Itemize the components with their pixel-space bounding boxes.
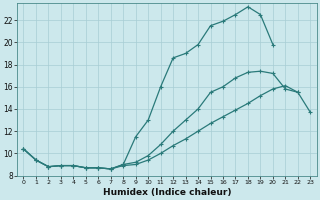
X-axis label: Humidex (Indice chaleur): Humidex (Indice chaleur) [103, 188, 231, 197]
